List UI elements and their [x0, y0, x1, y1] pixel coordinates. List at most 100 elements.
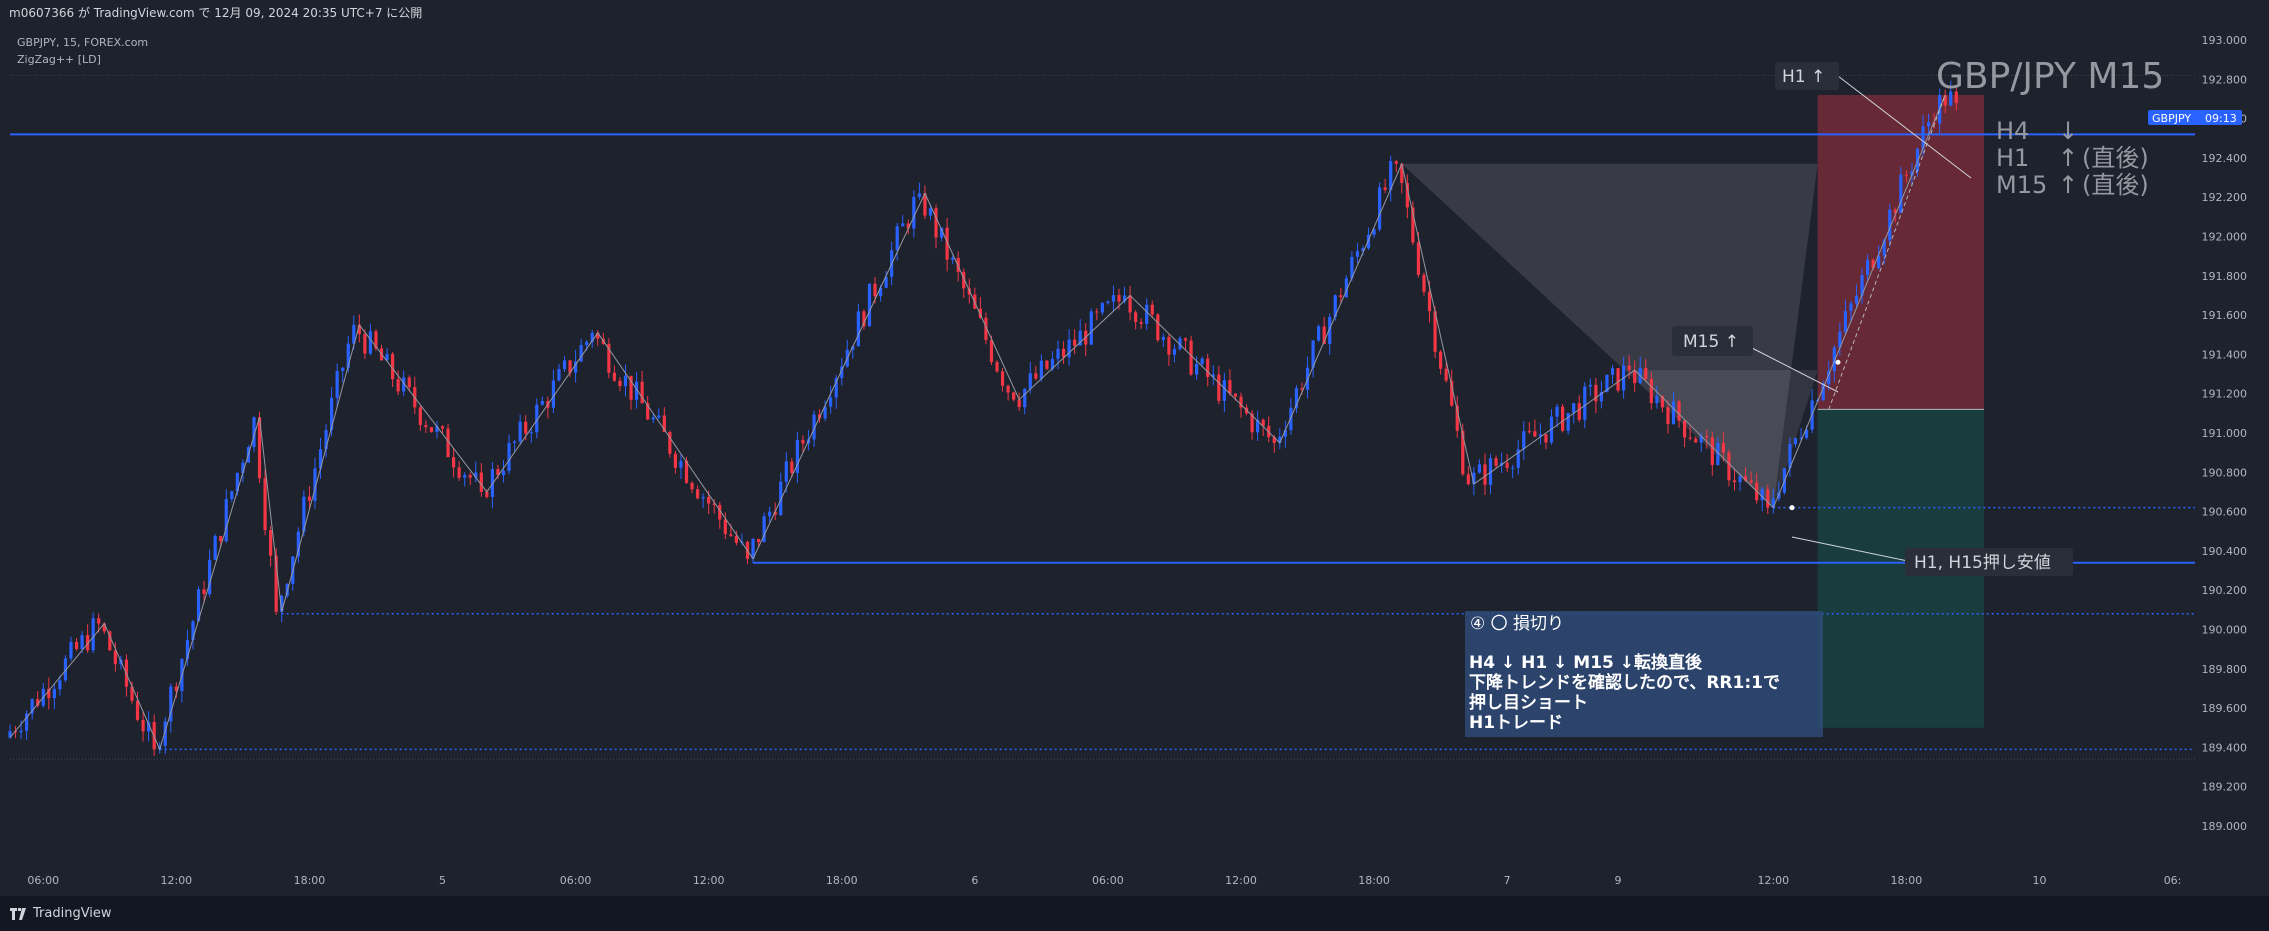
- price-tick-label: 190.400: [2202, 545, 2248, 558]
- candle-body: [257, 417, 262, 479]
- callout-h1-up[interactable]: H1 ↑: [1775, 62, 1972, 179]
- candle-body: [269, 530, 273, 556]
- candle-body: [1660, 396, 1665, 408]
- candle-body: [368, 331, 373, 354]
- candle-body: [1095, 311, 1099, 313]
- candle-body: [1599, 392, 1604, 402]
- candle-body: [108, 631, 112, 651]
- candle-body: [52, 689, 56, 699]
- candle-body: [1461, 430, 1465, 475]
- price-axis[interactable]: 189.000 189.200 189.400 189.600 189.800 190.0…: [2195, 26, 2269, 896]
- chart-pane[interactable]: 189.000 189.200 189.400 189.600 189.800 190.0…: [0, 26, 2269, 896]
- candle-body: [1710, 437, 1714, 466]
- candle-body: [102, 623, 106, 632]
- candle-body: [440, 426, 445, 429]
- candle-body: [346, 343, 350, 368]
- price-tick-label: 193.000: [2202, 34, 2248, 47]
- candle-body: [701, 496, 705, 499]
- candle-body: [718, 504, 722, 520]
- price-tick-label: 189.600: [2202, 702, 2248, 715]
- candle-body: [1250, 413, 1254, 433]
- chart-svg[interactable]: 189.000 189.200 189.400 189.600 189.800 190.0…: [0, 26, 2269, 896]
- candle-body: [1195, 363, 1199, 375]
- candle-body: [263, 478, 267, 531]
- price-tick-label: 189.000: [2202, 820, 2248, 833]
- candle-body: [1328, 316, 1332, 344]
- candle-body: [1200, 358, 1204, 364]
- time-tick-label: 18:00: [826, 874, 858, 887]
- candle-body: [1644, 367, 1648, 379]
- time-tick-label: 06:00: [560, 874, 592, 887]
- support-pivot-dot: [1789, 505, 1795, 511]
- candle-body: [1111, 295, 1116, 302]
- candle-body: [573, 361, 578, 373]
- price-axis-bg: [2195, 26, 2269, 896]
- trend-m15-note: (直後): [2082, 171, 2149, 199]
- trend-h4-tf: H4: [1996, 117, 2029, 145]
- horizontal-levels: [10, 74, 2195, 760]
- candle-body: [1888, 209, 1892, 241]
- candle-body: [1610, 368, 1615, 375]
- price-tick-label: 190.600: [2202, 506, 2248, 519]
- candle-body: [36, 699, 40, 706]
- candle-body: [158, 745, 162, 750]
- tradingview-logo[interactable]: TradingView: [10, 906, 112, 921]
- candle-body: [1411, 207, 1415, 243]
- candle-body: [357, 324, 361, 334]
- candle-body: [202, 589, 206, 595]
- time-tick-label: 12:00: [693, 874, 725, 887]
- trend-h1-tf: H1: [1996, 144, 2029, 172]
- candle-body: [219, 536, 223, 542]
- price-tick-label: 189.800: [2202, 663, 2248, 676]
- candle-body: [1577, 403, 1581, 420]
- candle-body: [1172, 349, 1177, 355]
- candle-body: [402, 377, 406, 392]
- trade-note-box[interactable]: ④ 〇 損切り H4 ↓ H1 ↓ M15 ↓転換直後 下降トレンドを確認したの…: [1465, 611, 1823, 737]
- time-tick-label: 18:00: [1358, 874, 1390, 887]
- candle-body: [662, 415, 666, 432]
- time-axis[interactable]: 06:00 12:00 18:00 5 06:00 12:00 18:00 6 06:00 12:…: [27, 874, 2181, 887]
- candle-body: [1694, 438, 1698, 443]
- note-title: ④ 〇 損切り: [1470, 614, 1564, 634]
- candle-body: [296, 531, 300, 557]
- candle-body: [779, 481, 783, 516]
- callout-h1-up-label: H1 ↑: [1782, 67, 1825, 87]
- candle-body: [540, 400, 544, 405]
- annotations: [1789, 359, 1841, 511]
- candle-body: [1189, 340, 1193, 375]
- candle-body: [91, 618, 95, 651]
- candle-body: [1311, 340, 1315, 368]
- candle-body: [1949, 91, 1953, 106]
- price-tick-label: 192.400: [2202, 152, 2248, 165]
- candle-body: [496, 468, 500, 476]
- candle-body: [1838, 331, 1842, 348]
- callout-support[interactable]: H1, H15押し安値: [1791, 536, 2073, 576]
- candle-body: [1594, 384, 1598, 402]
- candle-body: [80, 635, 84, 649]
- candle-body: [756, 538, 761, 542]
- candle-body: [208, 559, 212, 595]
- candle-body: [1743, 476, 1748, 481]
- candle-body: [1821, 384, 1825, 401]
- candle-body: [1034, 373, 1038, 379]
- candle-body: [30, 699, 34, 714]
- candle-body: [1865, 259, 1870, 276]
- triangle-pattern-0: [1401, 163, 1818, 508]
- price-tick-label: 191.600: [2202, 309, 2248, 322]
- candle-body: [1389, 161, 1393, 190]
- candle-body: [884, 276, 888, 288]
- candle-body: [923, 193, 927, 216]
- candle-body: [1538, 434, 1543, 437]
- candle-body: [512, 441, 517, 444]
- price-tick-label: 189.200: [2202, 781, 2248, 794]
- candle-body: [363, 333, 367, 354]
- candle-body: [1128, 295, 1132, 313]
- candle-body: [1915, 148, 1920, 172]
- m15-pivot-dot: [1835, 359, 1841, 365]
- candle-body: [1450, 380, 1454, 406]
- candle-body: [1278, 436, 1282, 443]
- legend-symbol: GBPJPY, 15, FOREX.com: [17, 36, 148, 49]
- candle-body: [1588, 384, 1592, 387]
- candle-body: [1649, 378, 1653, 404]
- callout-m15-up[interactable]: M15 ↑: [1672, 326, 1839, 393]
